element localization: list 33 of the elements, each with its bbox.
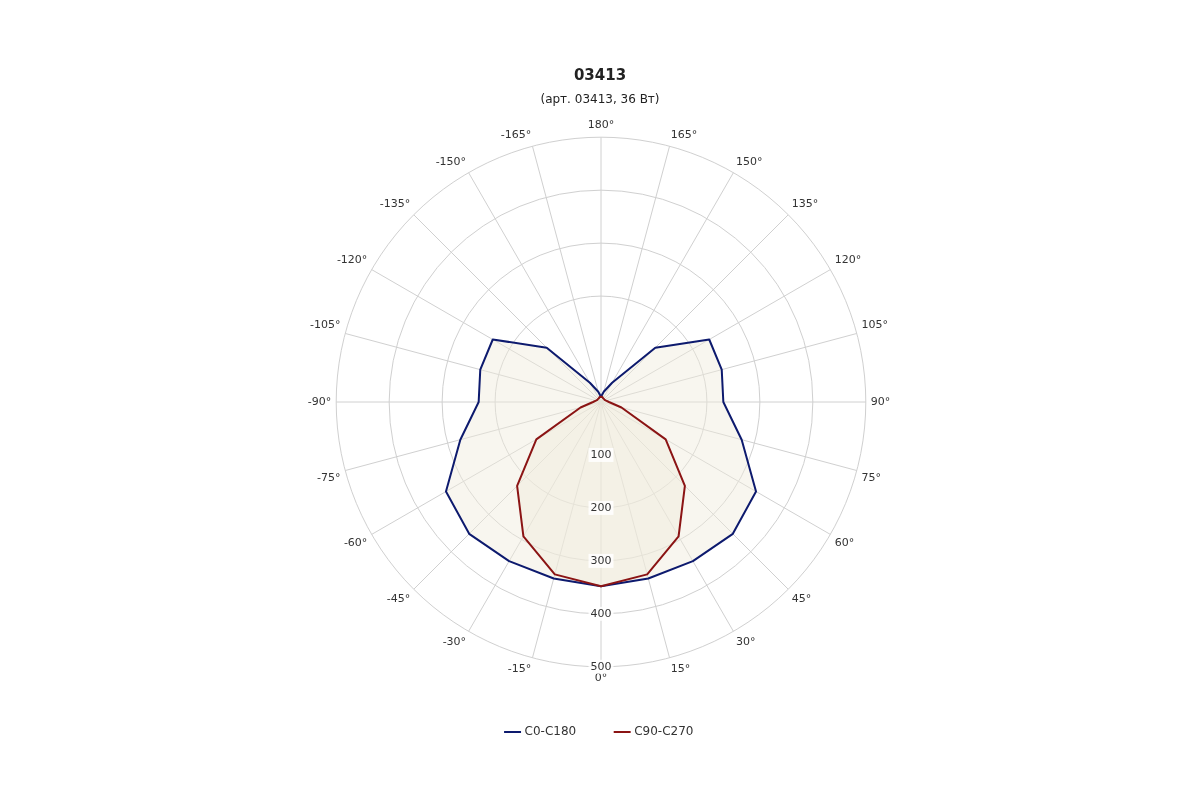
spoke-label: -150°: [435, 154, 467, 168]
chart-title: 03413: [572, 66, 628, 84]
spoke-label: 15°: [670, 662, 691, 676]
spoke-label: -75°: [316, 471, 341, 485]
y-tick-label: 400: [590, 606, 612, 620]
spoke-label: -135°: [379, 197, 411, 211]
spoke-label: -105°: [309, 318, 341, 332]
legend-label: C90-C270: [634, 724, 694, 739]
spoke-label: 180°: [587, 118, 615, 132]
spoke-label: 0°: [594, 671, 608, 685]
spoke-label: 150°: [735, 154, 763, 168]
y-tick-label: 200: [590, 500, 612, 514]
spoke-label: -45°: [386, 592, 411, 606]
spoke-label: -120°: [336, 253, 368, 267]
spoke-label: 60°: [834, 536, 855, 550]
spoke-label: 45°: [791, 592, 812, 606]
spoke-label: 30°: [735, 635, 756, 649]
spoke-label: -165°: [500, 127, 532, 141]
spoke-label: -90°: [307, 394, 332, 408]
spoke-label: 75°: [861, 471, 882, 485]
spoke-label: -15°: [507, 662, 532, 676]
spoke-label: 165°: [670, 127, 698, 141]
spoke-label: 105°: [861, 318, 889, 332]
y-tick-label: 300: [590, 553, 612, 567]
spoke-label: -60°: [343, 536, 368, 550]
spoke-label: 90°: [870, 394, 891, 408]
spoke-label: -30°: [442, 635, 467, 649]
chart-subtitle: (арт. 03413, 36 Вт): [539, 92, 661, 106]
spoke-label: 120°: [834, 253, 862, 267]
legend-label: C0-C180: [524, 724, 577, 739]
y-tick-label: 100: [590, 447, 612, 461]
spoke-label: 135°: [791, 197, 819, 211]
y-tick-label: 500: [590, 659, 612, 673]
